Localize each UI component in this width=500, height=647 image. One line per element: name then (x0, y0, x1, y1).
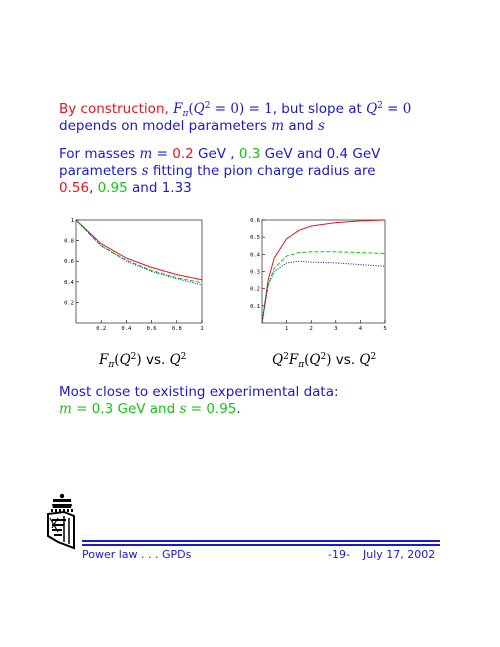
by-construction-label: By construction, (59, 101, 174, 117)
y-tick-label: 0.2 (250, 287, 260, 293)
university-logo (47, 493, 75, 550)
footer-date: July 17, 2002 (363, 548, 436, 561)
conclusion-line-1: Most close to existing experimental data… (59, 384, 339, 400)
masses-line-2: parameters s fitting the pion charge rad… (59, 163, 376, 179)
intro-line-1: By construction, Fπ(Q2 = 0) = 1, but slo… (59, 101, 412, 119)
x-tick-label: 1 (285, 326, 288, 332)
plot-frame (75, 219, 203, 324)
y-tick-label: 0.4 (64, 280, 75, 286)
conclusion-line-2: m = 0.3 GeV and s = 0.95. (59, 401, 241, 417)
x-tick-label: 0.8 (172, 326, 182, 332)
form-factor-chart: 0.2 0.4 0.6 0.8 1 0.2 0.4 0.6 0.8 1 (64, 218, 204, 332)
mass-value-1: 0.2 (172, 146, 194, 162)
x-tick-label: 3 (334, 326, 337, 332)
masses-line-1: For masses m = 0.2 GeV , 0.3 GeV and 0.4… (59, 146, 381, 162)
x-tick-label: 0.6 (147, 326, 157, 332)
y-tick-label: 0.6 (64, 259, 74, 265)
y-tick-label: 0.5 (250, 235, 260, 241)
y-tick-label: 0.1 (250, 304, 260, 310)
series-line-3 (261, 260, 386, 324)
page-number: -19- (328, 548, 350, 561)
y-tick-label: 0.8 (64, 239, 74, 245)
formula-f-pi: Fπ (173, 101, 189, 119)
s-value-3: 1.33 (161, 180, 192, 196)
right-chart-caption: Q2Fπ(Q2) vs. Q2 (272, 352, 377, 370)
series-line-2 (261, 251, 386, 324)
masses-line-3: 0.56, 0.95 and 1.33 (59, 180, 192, 196)
series-line-1 (261, 219, 386, 324)
plot-frame (261, 219, 386, 324)
y-tick-label: 1 (71, 218, 74, 224)
s-value-2: 0.95 (97, 180, 128, 196)
x-tick-label: 0.4 (121, 326, 132, 332)
q2-form-factor-chart: 1 2 3 4 5 0.1 0.2 0.3 0.4 0.5 0.6 (250, 218, 387, 332)
y-tick-label: 0.6 (250, 218, 260, 224)
footer-title: Power law . . . GPDs (82, 548, 192, 561)
x-tick-label: 0.2 (96, 326, 106, 332)
series-line-1 (75, 219, 203, 281)
y-tick-label: 0.3 (250, 270, 260, 276)
footer-rule-top (82, 540, 440, 542)
series-line-2 (75, 219, 203, 284)
slope-text: , but slope at (272, 101, 367, 117)
left-chart-caption: Fπ(Q2) vs. Q2 (99, 352, 187, 370)
s-value-1: 0.56 (59, 180, 90, 196)
y-tick-label: 0.4 (250, 252, 261, 258)
footer-rule-bottom (82, 544, 440, 546)
x-tick-label: 2 (310, 326, 313, 332)
x-tick-label: 5 (383, 326, 386, 332)
x-tick-label: 1 (200, 326, 203, 332)
y-tick-label: 0.2 (64, 300, 74, 306)
mass-value-2: 0.3 (238, 146, 261, 162)
x-tick-label: 4 (359, 326, 363, 332)
series-line-3 (75, 219, 203, 286)
intro-line-2: depends on model parameters m and s (59, 118, 325, 134)
